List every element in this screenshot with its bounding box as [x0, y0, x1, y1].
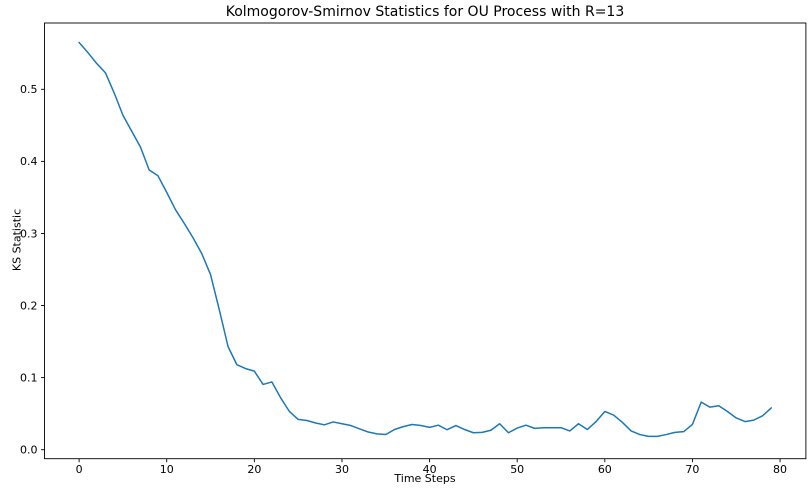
x-axis-label: Time Steps: [394, 472, 456, 485]
x-tick-label: 50: [510, 463, 524, 476]
ks-statistic-line: [78, 41, 773, 438]
y-tick-label: 0.2: [20, 299, 38, 312]
y-tick-label: 0.5: [20, 83, 38, 96]
y-tick-label: 0.3: [20, 227, 38, 240]
y-tick-label: 0.0: [20, 443, 38, 456]
x-tick-label: 80: [773, 463, 787, 476]
x-tick-label: 0: [76, 463, 83, 476]
y-axis-label: KS Statistic: [10, 208, 24, 272]
y-tick-label: 0.4: [20, 155, 38, 168]
x-tick-label: 10: [160, 463, 174, 476]
x-tick-label: 20: [247, 463, 261, 476]
x-tick-label: 70: [685, 463, 699, 476]
chart-title: Kolmogorov-Smirnov Statistics for OU Pro…: [225, 4, 625, 20]
axes-spines: [44, 22, 807, 460]
x-tick-label: 60: [598, 463, 612, 476]
y-tick-label: 0.1: [20, 371, 38, 384]
x-tick-label: 30: [335, 463, 349, 476]
x-tick-label: 40: [423, 463, 437, 476]
